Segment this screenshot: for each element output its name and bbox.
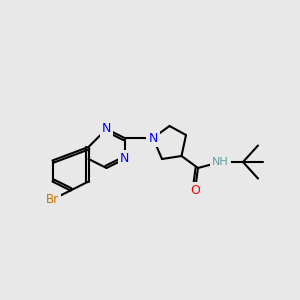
Text: Br: Br: [46, 193, 59, 206]
Text: N: N: [120, 152, 129, 166]
Text: O: O: [190, 184, 200, 197]
Text: N: N: [148, 131, 158, 145]
Text: N: N: [102, 122, 111, 136]
Text: NH: NH: [212, 157, 229, 167]
